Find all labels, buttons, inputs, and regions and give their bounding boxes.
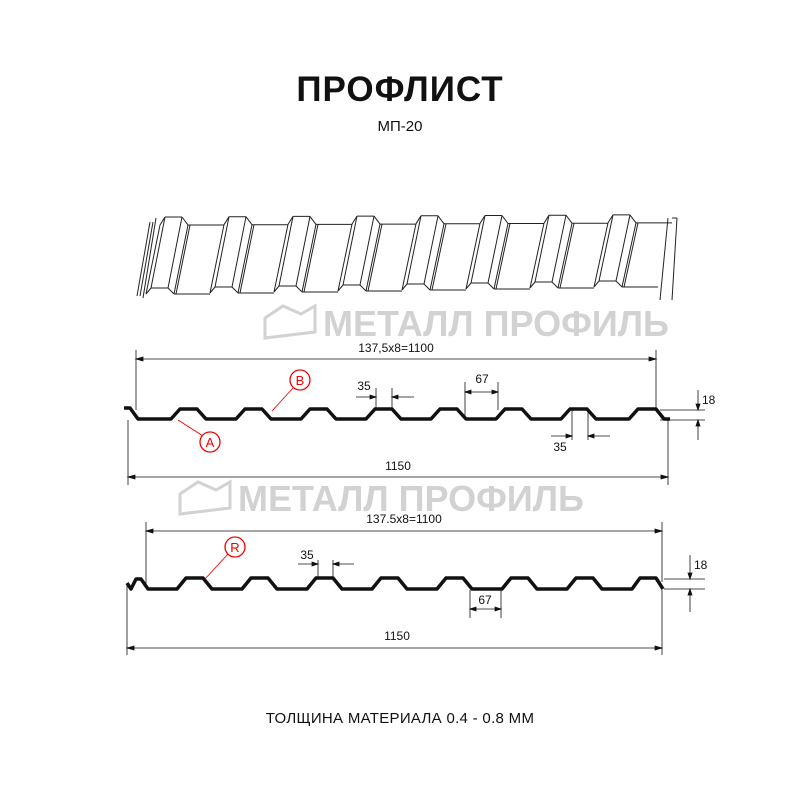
model-subtitle: МП-20	[377, 118, 423, 135]
watermark-1: МЕТАЛЛ ПРОФИЛЬ	[263, 303, 669, 344]
svg-text:МЕТАЛЛ ПРОФИЛЬ: МЕТАЛЛ ПРОФИЛЬ	[238, 478, 584, 519]
svg-text:A: A	[206, 435, 215, 450]
valley-label-a: 67	[475, 372, 489, 386]
height-label-r: 18	[694, 558, 708, 572]
profile-r-line	[125, 576, 665, 591]
sheet-3d-view	[136, 214, 678, 301]
watermark-2: МЕТАЛЛ ПРОФИЛЬ	[178, 478, 584, 519]
svg-text:R: R	[230, 540, 239, 555]
profile-r-drawing: 137.5x8=1100 1150 35 67 18 R	[125, 512, 708, 655]
top-flange-label-a: 35	[357, 379, 371, 393]
width-label-r: 1150	[384, 629, 410, 643]
material-thickness-note: ТОЛЩИНА МАТЕРИАЛА 0.4 - 0.8 ММ	[265, 710, 535, 727]
bottom-flange-label-a: 35	[553, 440, 567, 454]
callout-r: R	[204, 536, 246, 580]
callout-a: A	[177, 419, 221, 453]
callout-b: B	[271, 369, 311, 412]
profile-a-line	[124, 406, 670, 421]
pitch-label-a: 137,5x8=1100	[358, 341, 434, 355]
height-label-a: 18	[702, 393, 716, 407]
svg-text:B: B	[296, 373, 305, 388]
svg-text:МЕТАЛЛ ПРОФИЛЬ: МЕТАЛЛ ПРОФИЛЬ	[323, 303, 669, 344]
width-label-a: 1150	[385, 459, 411, 473]
page-title: ПРОФЛИСТ	[296, 70, 504, 109]
valley-label-r: 67	[478, 593, 492, 607]
profile-a-drawing: 137,5x8=1100 1150 35 67 35 18 B A	[124, 341, 716, 485]
pitch-label-r: 137.5x8=1100	[366, 512, 442, 526]
top-flange-label-r: 35	[300, 548, 314, 562]
